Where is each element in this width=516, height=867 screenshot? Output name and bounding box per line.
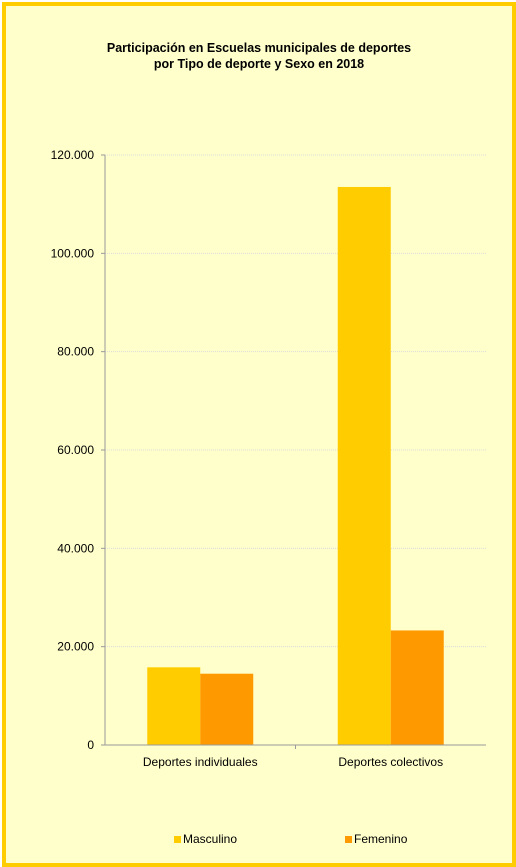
legend-swatch-femenino [345, 835, 352, 843]
bar-femenino-0 [200, 673, 254, 745]
bar-masculino-1 [337, 186, 391, 746]
y-tick-label-2: 40.000 [57, 541, 94, 555]
y-tick-label-5: 100.000 [51, 246, 95, 260]
legend: Masculino Femenino [0, 832, 516, 848]
chart-subtitle: por Tipo de deporte y Sexo en 2018 [153, 57, 365, 71]
y-tick-label-4: 80.000 [57, 345, 94, 359]
y-tick-label-6: 120.000 [51, 148, 95, 162]
legend-item-masculino: Masculino [174, 832, 237, 846]
x-category-label-1: Deportes colectivos [338, 755, 443, 769]
chart-title: Participación en Escuelas municipales de… [106, 41, 412, 55]
legend-swatch-masculino [174, 835, 181, 843]
chart-title-block: Participación en Escuelas municipales de… [6, 40, 512, 72]
x-category-label-0: Deportes individuales [143, 755, 258, 769]
legend-label-femenino: Femenino [354, 832, 408, 846]
y-tick-label-1: 20.000 [57, 640, 94, 654]
y-tick-label-0: 0 [87, 738, 94, 752]
y-tick-label-3: 60.000 [57, 443, 94, 457]
legend-item-femenino: Femenino [345, 832, 407, 846]
legend-label-masculino: Masculino [183, 832, 238, 846]
bar-femenino-1 [390, 630, 444, 745]
bar-masculino-0 [147, 667, 201, 745]
